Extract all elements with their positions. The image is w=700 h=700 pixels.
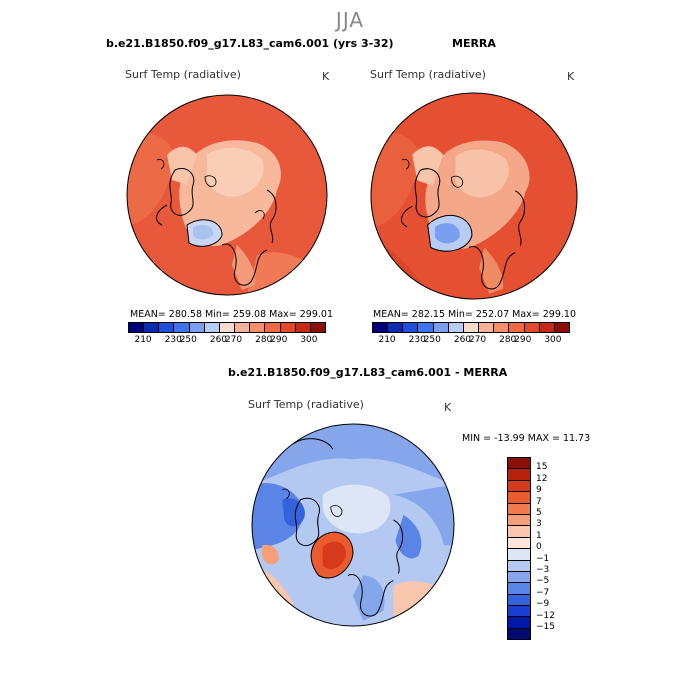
colorbar-swatch (508, 479, 530, 492)
colorbar-swatch (508, 548, 530, 560)
colorbar-tick-label: −5 (536, 576, 550, 587)
panel3-min-max: MIN = -13.99 MAX = 11.73 (462, 433, 591, 444)
colorbar-tick-label: 260 (453, 335, 472, 345)
panel1-units-label: K (322, 70, 330, 83)
panel2-colorbar-labels: 210 230 250 260 270 280 290 300 (372, 335, 568, 347)
colorbar-swatch (478, 323, 494, 332)
panel3-polar-map (251, 423, 455, 627)
colorbar-tick-label: 260 (209, 335, 228, 345)
colorbar-tick-label: 0 (536, 542, 542, 553)
colorbar-swatch (279, 323, 295, 332)
colorbar-swatch (493, 323, 509, 332)
panel2-variable-label: Surf Temp (radiative) (370, 68, 486, 81)
panel3-units-label: K (444, 401, 452, 414)
colorbar-swatch (143, 323, 159, 332)
panel1-variable-label: Surf Temp (radiative) (125, 68, 241, 81)
colorbar-swatch (203, 323, 219, 332)
panel2-polar-map (370, 92, 578, 300)
colorbar-swatch (158, 323, 174, 332)
panel3-colorbar-labels: 15 12 9 7 5 3 1 0 −1 −3 −5 −7 −9 −12 −15 (536, 457, 576, 632)
colorbar-swatch (508, 627, 530, 640)
panel1-polar-map (126, 94, 328, 296)
colorbar-swatch (417, 323, 433, 332)
colorbar-tick-label: 12 (536, 473, 548, 484)
colorbar-swatch (508, 536, 530, 549)
colorbar-tick-label: 5 (536, 508, 542, 518)
colorbar-tick-label: 230 (408, 335, 426, 345)
colorbar-swatch (508, 468, 530, 480)
panel2-colorbar (372, 322, 570, 333)
colorbar-tick-label: 15 (536, 462, 548, 473)
colorbar-tick-label: 280 (255, 335, 273, 345)
panel1-title: b.e21.B1850.f09_g17.L83_cam6.001 (yrs 3-… (106, 37, 394, 50)
colorbar-swatch (402, 323, 418, 332)
colorbar-swatch (264, 323, 280, 332)
colorbar-swatch (309, 323, 326, 332)
colorbar-tick-label: 250 (179, 335, 197, 345)
colorbar-tick-label: 290 (270, 335, 288, 345)
colorbar-tick-label: 270 (468, 335, 487, 345)
colorbar-swatch (508, 491, 530, 503)
colorbar-tick-label: −15 (536, 622, 555, 632)
colorbar-tick-label: 270 (224, 335, 243, 345)
colorbar-swatch (508, 513, 530, 526)
panel2-stats: MEAN= 282.15 Min= 252.07 Max= 299.10 (373, 309, 577, 320)
panel2-units-label: K (567, 70, 575, 83)
colorbar-swatch (523, 323, 539, 332)
colorbar-tick-label: 7 (536, 496, 542, 507)
colorbar-swatch (508, 458, 530, 469)
colorbar-swatch (188, 323, 204, 332)
colorbar-tick-label: −7 (536, 587, 550, 598)
colorbar-tick-label: 300 (300, 335, 318, 345)
colorbar-swatch (508, 570, 530, 583)
colorbar-tick-label: −1 (536, 553, 550, 564)
colorbar-swatch (129, 323, 144, 332)
colorbar-swatch (432, 323, 448, 332)
colorbar-swatch (294, 323, 310, 332)
colorbar-tick-label: 3 (536, 519, 542, 530)
colorbar-swatch (553, 323, 570, 332)
colorbar-swatch (387, 323, 403, 332)
panel3-title: b.e21.B1850.f09_g17.L83_cam6.001 - MERRA (228, 366, 508, 379)
colorbar-swatch (508, 525, 530, 537)
colorbar-swatch (508, 593, 530, 606)
colorbar-tick-label: −3 (536, 565, 550, 575)
colorbar-swatch (508, 323, 524, 332)
season-title: JJA (335, 8, 365, 32)
colorbar-swatch (462, 323, 479, 332)
colorbar-swatch (373, 323, 388, 332)
panel3-variable-label: Surf Temp (radiative) (248, 398, 364, 411)
colorbar-tick-label: −12 (536, 610, 555, 621)
colorbar-tick-label: 210 (134, 335, 152, 345)
colorbar-swatch (249, 323, 265, 332)
colorbar-swatch (538, 323, 554, 332)
colorbar-tick-label: 250 (423, 335, 441, 345)
panel2-title: MERRA (452, 37, 496, 50)
colorbar-swatch (508, 605, 530, 617)
colorbar-tick-label: 290 (514, 335, 532, 345)
colorbar-swatch (447, 323, 463, 332)
colorbar-tick-label: 230 (164, 335, 182, 345)
colorbar-swatch (508, 616, 530, 628)
panel1-colorbar (128, 322, 326, 333)
colorbar-swatch (173, 323, 189, 332)
colorbar-swatch (234, 323, 250, 332)
panel1-stats: MEAN= 280.58 Min= 259.08 Max= 299.01 (130, 309, 334, 320)
colorbar-tick-label: −9 (536, 599, 550, 610)
colorbar-tick-label: 210 (378, 335, 396, 345)
colorbar-tick-label: 300 (544, 335, 562, 345)
panel3-colorbar (507, 457, 531, 641)
colorbar-swatch (508, 582, 530, 594)
panel1-colorbar-labels: 210 230 250 260 270 280 290 300 (128, 335, 324, 347)
colorbar-tick-label: 1 (536, 530, 542, 541)
colorbar-tick-label: 9 (536, 485, 542, 496)
colorbar-tick-label: 280 (499, 335, 517, 345)
colorbar-swatch (218, 323, 235, 332)
colorbar-swatch (508, 502, 530, 514)
colorbar-swatch (508, 559, 530, 571)
